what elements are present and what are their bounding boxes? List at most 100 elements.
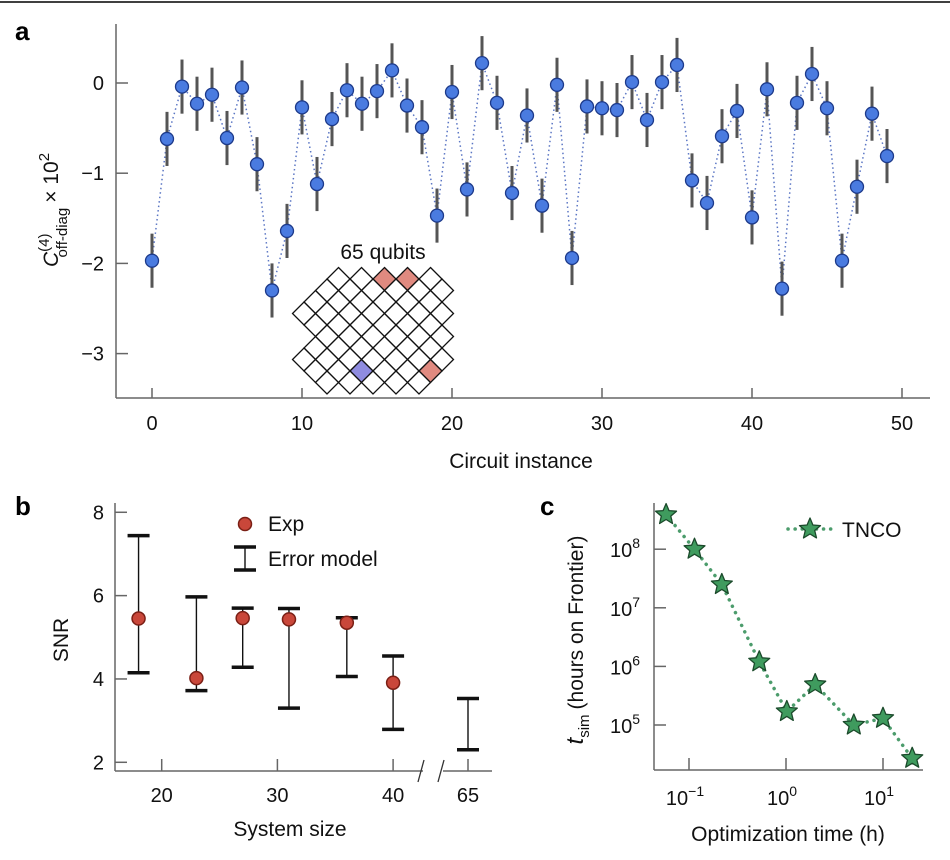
y-tick-label: 4 — [93, 669, 104, 691]
lattice-cell — [360, 370, 386, 395]
data-point — [234, 80, 250, 95]
data-point — [609, 102, 625, 118]
y-axis-label: C(4)off-diag × 102 — [36, 153, 71, 267]
data-point — [669, 57, 685, 73]
x-tick-label: 20 — [151, 785, 173, 807]
data-point — [834, 253, 850, 268]
data-point — [354, 96, 370, 111]
y-tick-label: 107 — [610, 594, 640, 621]
x-tick-label: 20 — [441, 413, 463, 435]
y-tick-label: 2 — [93, 752, 104, 774]
x-tick-label: 65 — [457, 785, 479, 807]
data-point — [474, 56, 490, 71]
data-point — [759, 82, 775, 97]
x-tick-label: 10 — [291, 413, 313, 435]
data-point — [714, 129, 730, 144]
data-point — [534, 198, 550, 213]
legend-tnco-marker — [798, 517, 822, 539]
panel-a: a 0 10 20 30 40 50 0 −1 −2 −3 Circuit instance C(4)o… — [15, 16, 930, 473]
x-tick-label: 40 — [382, 785, 404, 807]
tick-base: 10 — [610, 540, 632, 562]
tick-exponent: 7 — [632, 594, 640, 610]
data-point — [744, 210, 760, 225]
tick-base: 10 — [610, 716, 632, 738]
y-axis-label: tsim (hours on Frontier) — [562, 536, 593, 745]
data-point — [309, 176, 325, 192]
x-tick-label: 30 — [591, 413, 613, 435]
data-point — [564, 250, 580, 266]
x-tick-label: 101 — [864, 783, 894, 810]
ylabel-subscript: off-diag — [54, 208, 71, 258]
data-point — [864, 106, 880, 121]
lattice-cell — [314, 370, 340, 395]
x-axis-label: Circuit instance — [449, 450, 593, 473]
data-point — [549, 77, 565, 92]
tnco-point — [654, 502, 678, 525]
data-point — [204, 87, 220, 102]
data-point — [654, 74, 670, 90]
data-point — [804, 66, 820, 82]
data-point — [339, 83, 355, 98]
exp-point — [189, 670, 204, 686]
lattice-cell — [383, 370, 409, 395]
y-tick-label: 108 — [610, 535, 640, 562]
tnco-point — [804, 672, 827, 695]
data-point — [144, 253, 160, 268]
tick-exponent: 0 — [789, 783, 797, 799]
x-axis-label: System size — [233, 818, 346, 841]
x-tick-label: 10−1 — [666, 783, 704, 810]
tick-exponent: 1 — [886, 783, 894, 799]
data-point — [849, 179, 865, 194]
x-tick-label: 30 — [266, 785, 288, 807]
data-point — [219, 130, 235, 146]
ylabel-superscript: (4) — [36, 234, 53, 252]
data-point — [579, 99, 595, 114]
data-point — [774, 281, 790, 296]
panel-label-b: b — [15, 491, 31, 521]
data-point — [189, 96, 205, 111]
tick-exponent: −1 — [688, 783, 704, 799]
axis-break-mark — [437, 759, 445, 783]
tick-base: 10 — [864, 788, 886, 810]
tick-base: 10 — [610, 599, 632, 621]
tnco-line — [664, 512, 914, 761]
exp-point — [339, 615, 355, 630]
y-tick-label: −2 — [81, 253, 104, 275]
ylabel-symbol: t — [562, 736, 589, 744]
x-tick-label: 50 — [891, 413, 913, 435]
data-point — [459, 182, 475, 197]
data-point — [159, 131, 175, 147]
legend-exp-label: Exp — [268, 513, 304, 536]
tnco-point — [871, 706, 895, 728]
y-tick-label: −3 — [81, 344, 104, 366]
data-point — [594, 101, 610, 116]
data-point — [429, 208, 445, 223]
data-point — [294, 100, 310, 115]
tick-base: 10 — [666, 788, 688, 810]
exp-point — [235, 610, 250, 626]
data-point — [519, 108, 535, 123]
ylabel-symbol: C — [40, 251, 63, 267]
legend-b: Exp Error model — [234, 513, 378, 572]
panel-label-c: c — [540, 491, 554, 521]
x-axis-label: Optimization time (h) — [691, 823, 885, 846]
data-point — [624, 74, 640, 90]
data-point — [324, 111, 340, 127]
lattice-cell — [337, 370, 363, 395]
data-point — [504, 185, 520, 201]
data-point — [444, 84, 460, 100]
y-tick-label: 105 — [610, 711, 640, 738]
legend-c: TNCO — [786, 517, 902, 542]
data-point — [879, 148, 895, 164]
data-point — [384, 63, 400, 78]
tnco-point — [683, 537, 706, 559]
legend-exp-marker — [237, 516, 253, 532]
tick-base: 10 — [610, 657, 632, 679]
exp-point — [385, 675, 401, 690]
y-tick-label: 6 — [93, 586, 104, 608]
y-tick-label: 106 — [610, 652, 640, 679]
data-point — [414, 120, 430, 135]
lattice-cell — [406, 370, 432, 395]
tick-exponent: 5 — [632, 711, 640, 727]
